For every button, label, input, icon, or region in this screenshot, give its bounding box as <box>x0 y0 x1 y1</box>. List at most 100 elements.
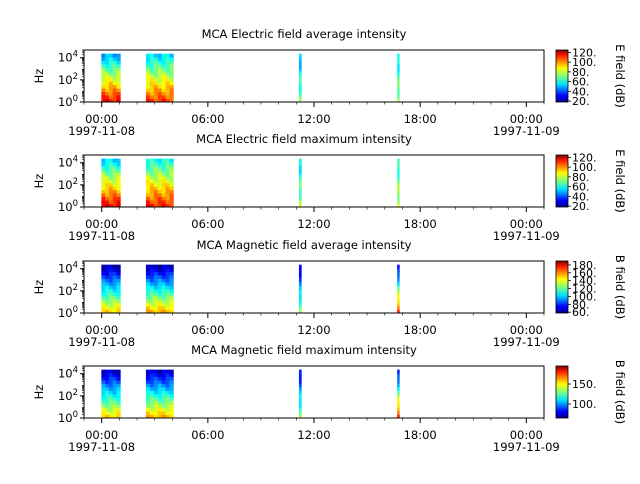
heatmap-cell <box>101 373 106 377</box>
heatmap-cell <box>116 77 121 82</box>
heatmap-cell <box>149 271 155 276</box>
panel-title: MCA Electric field maximum intensity <box>196 132 412 146</box>
heatmap-cell <box>116 292 121 297</box>
colorbar-tick-label: 60. <box>572 76 590 89</box>
heatmap-cell <box>145 373 151 377</box>
spectrum-interval-4 <box>397 369 400 419</box>
heatmap-cell <box>108 81 114 86</box>
heatmap-cell <box>298 376 302 381</box>
heatmap-cell <box>165 278 170 283</box>
heatmap-cell <box>112 302 117 307</box>
heatmap-cell <box>149 189 155 194</box>
heatmap-cell <box>165 186 170 191</box>
heatmap-cell <box>153 386 159 391</box>
heatmap-cell <box>149 98 155 103</box>
heatmap-cell <box>112 53 117 58</box>
heatmap-cell <box>105 309 110 314</box>
heatmap-cell <box>153 373 159 377</box>
heatmap-cell <box>157 285 162 290</box>
heatmap-cell <box>145 57 151 61</box>
heatmap-cell <box>169 165 174 170</box>
heatmap-cell <box>153 306 159 310</box>
heatmap-cell <box>153 57 159 61</box>
heatmap-cell <box>149 264 155 269</box>
heatmap-cell <box>105 81 110 86</box>
y-tick-label: 100 <box>58 199 78 214</box>
heatmap-cell <box>116 60 121 65</box>
heatmap-cell <box>149 60 155 65</box>
heatmap-cell <box>149 383 155 388</box>
heatmap-cell <box>105 162 110 166</box>
heatmap-cell <box>101 60 106 65</box>
heatmap-cell <box>116 186 121 191</box>
heatmap-cell <box>153 53 159 58</box>
heatmap-cell <box>112 407 117 412</box>
heatmap-cell <box>397 67 400 72</box>
heatmap-cell <box>105 373 110 377</box>
heatmap-cell <box>161 91 166 96</box>
heatmap-cell <box>108 84 114 89</box>
heatmap-cell <box>149 203 155 208</box>
heatmap-cell <box>116 373 121 377</box>
colorbar-gradient <box>556 261 568 313</box>
x-date-label: 1997-11-09 <box>493 229 560 243</box>
heatmap-cell <box>157 88 162 93</box>
heatmap-cell <box>105 295 110 300</box>
heatmap-cell <box>169 158 174 163</box>
heatmap-cell <box>112 411 117 415</box>
heatmap-cell <box>161 88 166 93</box>
heatmap-cell <box>101 264 106 269</box>
heatmap-cell <box>112 172 117 177</box>
spectrum-interval-3 <box>298 53 302 103</box>
heatmap-cell <box>397 376 400 381</box>
heatmap-cell <box>397 74 400 79</box>
heatmap-cell <box>145 386 151 391</box>
heatmap-cell <box>145 390 151 395</box>
heatmap-cell <box>116 390 121 395</box>
heatmap-cell <box>112 186 117 191</box>
heatmap-cell <box>161 275 166 279</box>
heatmap-cell <box>101 285 106 290</box>
heatmap-cell <box>116 369 121 374</box>
heatmap-cell <box>108 397 114 402</box>
heatmap-cell <box>145 380 151 384</box>
colorbar-tick-label: 80. <box>572 171 590 184</box>
heatmap-cell <box>153 196 159 201</box>
heatmap-cell <box>149 169 155 173</box>
heatmap-cell <box>165 390 170 395</box>
heatmap-cell <box>397 373 400 377</box>
heatmap-cell <box>169 268 174 272</box>
heatmap-cell <box>165 393 170 398</box>
heatmap-cell <box>165 275 170 279</box>
heatmap-cell <box>165 302 170 307</box>
heatmap-cell <box>108 162 114 166</box>
heatmap-cell <box>105 306 110 310</box>
heatmap-cell <box>149 53 155 58</box>
heatmap-cell <box>145 53 151 58</box>
heatmap-cell <box>149 369 155 374</box>
heatmap-cell <box>161 179 166 184</box>
heatmap-cell <box>298 268 302 272</box>
heatmap-cell <box>101 193 106 198</box>
heatmap-cell <box>112 165 117 170</box>
heatmap-cell <box>153 169 159 173</box>
heatmap-cell <box>153 158 159 163</box>
heatmap-cell <box>116 400 121 405</box>
heatmap-cell <box>397 278 400 283</box>
heatmap-cell <box>397 411 400 415</box>
heatmap-cell <box>112 67 117 72</box>
heatmap-cell <box>101 288 106 293</box>
heatmap-cell <box>108 393 114 398</box>
spectrum-interval-4 <box>397 158 400 208</box>
spectrum-interval-2 <box>145 369 174 419</box>
x-tick-label: 00:00 <box>85 112 118 126</box>
heatmap-cell <box>169 285 174 290</box>
heatmap-cell <box>145 299 151 304</box>
heatmap-cell <box>161 57 166 61</box>
x-tick-label: 00:00 <box>510 323 543 337</box>
heatmap-cell <box>149 88 155 93</box>
x-tick-label: 00:00 <box>85 217 118 231</box>
x-tick-label: 06:00 <box>191 323 224 337</box>
heatmap-cell <box>112 158 117 163</box>
spectrum-interval-2 <box>145 158 174 208</box>
